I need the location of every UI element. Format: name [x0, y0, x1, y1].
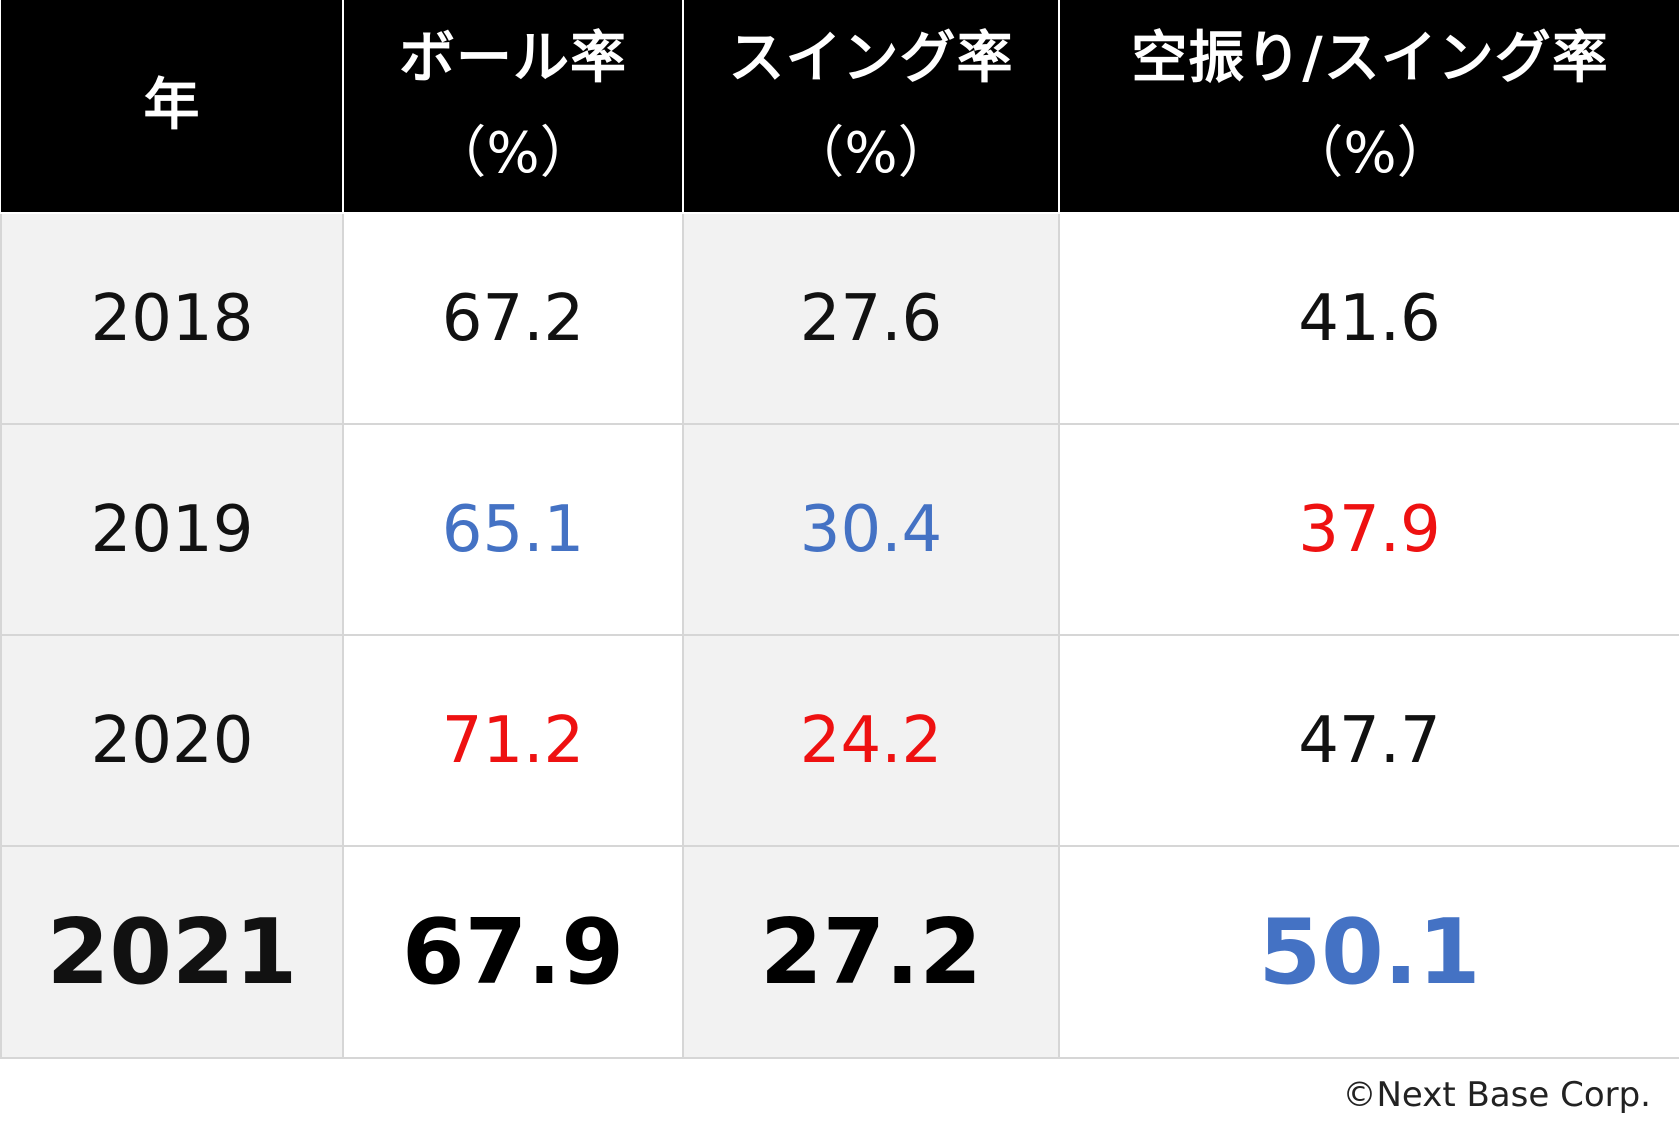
header-swing-rate-label: スイング率	[728, 25, 1014, 91]
swing-rate-cell: 27.6	[682, 212, 1060, 425]
ball-rate-cell: 65.1	[342, 423, 684, 636]
year-cell: 2018	[0, 212, 344, 425]
header-swing-rate-unit: （%）	[788, 121, 954, 186]
header-whiff-rate-unit: （%）	[1287, 121, 1453, 186]
whiff-rate-cell: 41.6	[1058, 212, 1679, 425]
header-year: 年	[1, 0, 344, 214]
ball-rate-cell: 71.2	[342, 634, 684, 847]
header-row: 年 ボール率 （%） スイング率 （%） 空振り/スイング率 （%）	[1, 0, 1679, 214]
copyright-credit: ©Next Base Corp.	[1342, 1075, 1651, 1115]
whiff-rate-cell: 50.1	[1058, 845, 1679, 1059]
table-body: 2018 67.2 27.6 41.6 2019 65.1 30.4 37.9 2020 71.2…	[0, 212, 1679, 1059]
whiff-rate-cell: 47.7	[1058, 634, 1679, 847]
header-ball-rate-unit: （%）	[430, 121, 596, 186]
table-row: 2021 67.9 27.2 50.1	[0, 845, 1679, 1059]
header-ball-rate-label: ボール率	[399, 25, 627, 91]
year-cell: 2019	[0, 423, 344, 636]
swing-rate-cell: 24.2	[682, 634, 1060, 847]
year-cell: 2021	[0, 845, 344, 1059]
swing-rate-cell: 30.4	[682, 423, 1060, 636]
header-whiff-rate: 空振り/スイング率 （%）	[1058, 0, 1679, 214]
stats-table: 年 ボール率 （%） スイング率 （%） 空振り/スイング率 （%） 2018 6…	[0, 0, 1679, 1059]
whiff-rate-cell: 37.9	[1058, 423, 1679, 636]
header-swing-rate: スイング率 （%）	[682, 0, 1060, 214]
ball-rate-cell: 67.2	[342, 212, 684, 425]
ball-rate-cell: 67.9	[342, 845, 684, 1059]
swing-rate-cell: 27.2	[682, 845, 1060, 1059]
year-cell: 2020	[0, 634, 344, 847]
table-row: 2019 65.1 30.4 37.9	[0, 423, 1679, 636]
header-whiff-rate-label: 空振り/スイング率	[1131, 25, 1609, 91]
header-year-label: 年	[143, 73, 200, 139]
table-row: 2018 67.2 27.6 41.6	[0, 212, 1679, 425]
table-row: 2020 71.2 24.2 47.7	[0, 634, 1679, 847]
header-ball-rate: ボール率 （%）	[342, 0, 684, 214]
